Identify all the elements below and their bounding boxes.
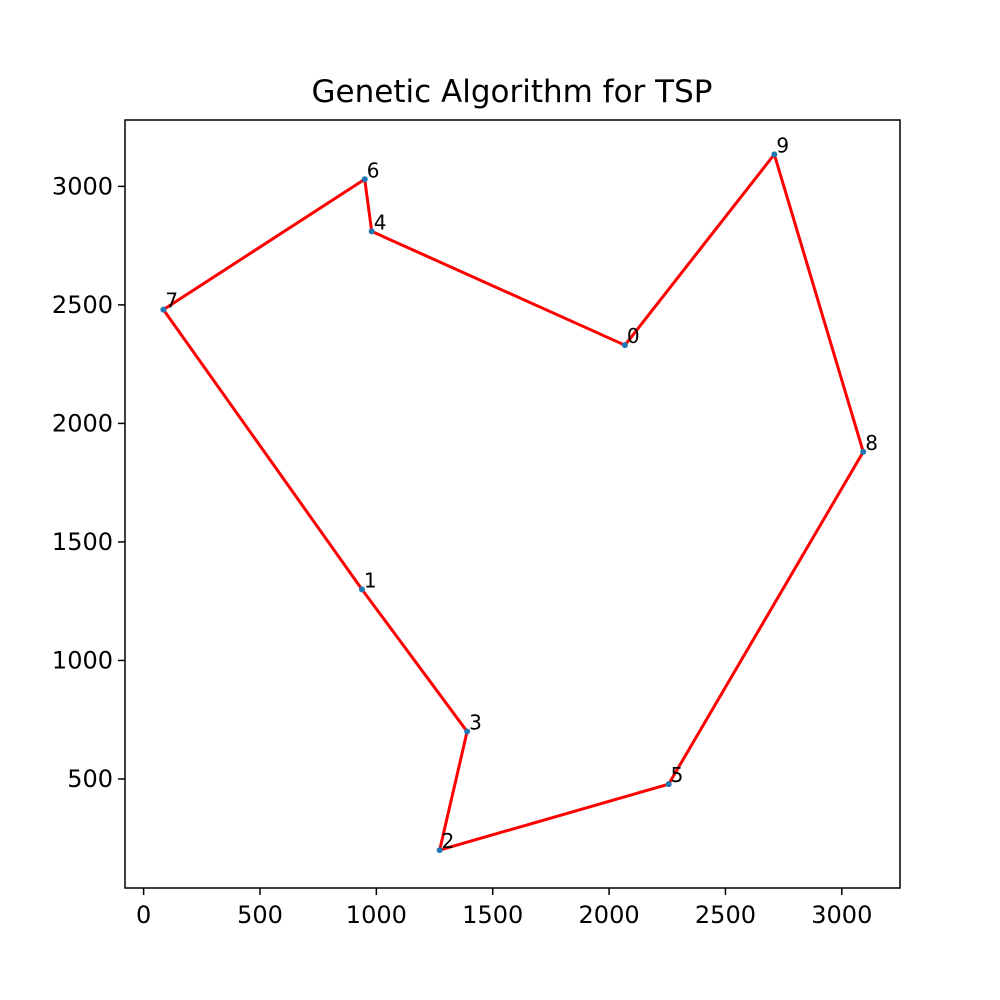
city-label: 1 bbox=[364, 568, 377, 592]
route-segment bbox=[161, 177, 367, 312]
city-label: 4 bbox=[374, 210, 387, 234]
route-segment bbox=[438, 782, 671, 852]
city-label: 8 bbox=[865, 431, 878, 455]
city-label: 2 bbox=[442, 829, 455, 853]
y-tick-label: 2500 bbox=[52, 291, 113, 319]
city-point bbox=[436, 847, 443, 854]
city-point bbox=[665, 781, 672, 788]
route-segment bbox=[623, 152, 776, 347]
chart-title: Genetic Algorithm for TSP bbox=[312, 74, 713, 110]
route-segment bbox=[161, 308, 364, 591]
y-tick-label: 500 bbox=[67, 765, 113, 793]
city-point bbox=[160, 306, 167, 313]
route-segment bbox=[667, 450, 865, 786]
route-segment bbox=[772, 152, 865, 454]
x-tick-label: 500 bbox=[237, 901, 283, 929]
plot-area: 0 1 2 3 4 5 6 7 8 9 bbox=[160, 133, 878, 854]
city-point bbox=[368, 228, 375, 235]
city-point bbox=[464, 728, 471, 735]
x-tick-label: 1000 bbox=[346, 901, 407, 929]
city-label: 3 bbox=[469, 711, 482, 735]
y-tick-label: 1500 bbox=[52, 528, 113, 556]
x-tick-label: 2000 bbox=[579, 901, 640, 929]
city-point bbox=[621, 342, 628, 349]
route-segment bbox=[438, 730, 469, 852]
x-tick-label: 2500 bbox=[695, 901, 756, 929]
city-point bbox=[771, 151, 778, 158]
city-point bbox=[358, 586, 365, 593]
x-tick-label: 0 bbox=[136, 901, 151, 929]
route-segment bbox=[360, 587, 469, 734]
route-segment bbox=[370, 229, 627, 347]
y-tick-label: 1000 bbox=[52, 646, 113, 674]
city-label: 0 bbox=[627, 324, 640, 348]
city-point bbox=[860, 448, 867, 455]
city-label: 9 bbox=[776, 133, 789, 157]
city-label: 6 bbox=[367, 158, 380, 182]
city-label: 7 bbox=[165, 289, 178, 313]
x-tick-label: 3000 bbox=[811, 901, 872, 929]
x-tick-label: 1500 bbox=[462, 901, 523, 929]
axes-frame bbox=[124, 119, 901, 889]
city-point bbox=[361, 176, 368, 183]
route-segment bbox=[363, 177, 374, 233]
y-tick-label: 2000 bbox=[52, 409, 113, 437]
city-label: 5 bbox=[671, 763, 684, 787]
axes: 0 500 1000 1500 2000 2500 3000 500 1000 1500 2000 2… bbox=[52, 119, 901, 929]
y-tick-label: 3000 bbox=[52, 172, 113, 200]
